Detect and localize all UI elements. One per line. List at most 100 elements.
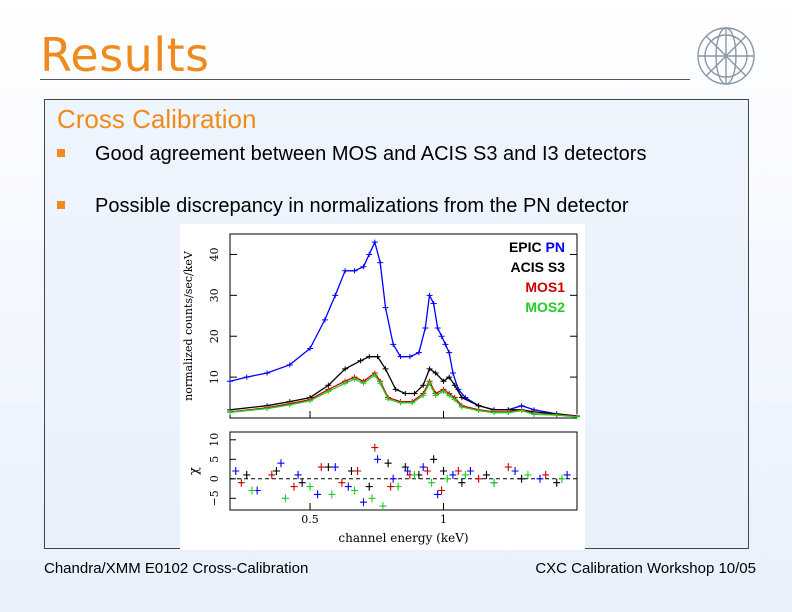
data-point [360,264,367,270]
residual-point [359,498,367,507]
residual-point [281,494,289,503]
residual-point [475,474,483,483]
y-tick-label: 5 [208,456,221,463]
residual-point [542,470,550,479]
data-point [446,374,453,380]
data-point [351,268,358,274]
residual-point [449,470,457,479]
residual-point [354,467,362,475]
data-point [409,400,416,406]
residual-point [368,494,376,503]
residual-point [410,470,418,479]
data-point [366,354,373,360]
data-point [390,341,397,347]
data-point [531,411,538,417]
residual-point [294,470,302,479]
data-point [321,317,328,323]
residual-point [314,490,322,499]
residual-point [443,474,451,483]
residual-point [317,463,325,472]
globe-logo-icon [697,27,755,85]
data-point [432,393,439,399]
legend-entry: EPIC PN [509,239,565,255]
data-point [385,396,392,402]
residual-point [248,486,256,495]
residual-point [438,486,446,495]
data-point [446,393,453,399]
data-point [351,376,358,382]
residual-point [454,467,462,475]
y-tick-label: 20 [208,329,221,343]
data-point [451,397,458,403]
residual-point [440,467,448,475]
data-point [434,325,441,331]
residual-point [237,478,245,487]
data-point [440,388,447,394]
residual-point [524,470,532,479]
residual-point [434,490,442,499]
residual-point [371,443,379,452]
y-tick-label: 0 [208,475,221,482]
data-point [430,301,437,307]
data-point [415,350,422,356]
y-tick-label: 30 [208,288,221,302]
residual-point [458,478,466,487]
legend-entry: MOS1 [525,279,565,295]
data-point [426,292,433,298]
residual-point [324,463,332,472]
residual-point [298,478,306,487]
residual-point [504,463,512,472]
data-point [371,372,378,378]
residual-point [389,474,397,483]
residual-point [344,482,352,491]
data-point [360,380,367,386]
data-point [264,406,271,412]
legend-entry: MOS2 [525,299,565,315]
residual-point [277,459,285,468]
data-point [574,414,580,420]
residual-point [387,482,395,491]
data-point [442,341,449,347]
data-point [402,390,409,396]
x-tick-label: 1 [440,513,447,526]
data-point [458,395,465,401]
data-point [286,362,293,368]
residual-point [379,502,387,511]
slide-title: Results [40,28,210,82]
section-heading: Cross Calibration [57,104,257,134]
data-point [264,370,271,376]
residual-point [518,474,526,483]
x-tick-label: 0.5 [301,513,319,526]
y-tick-label: 10 [208,370,221,384]
data-point [475,408,482,414]
data-point [342,268,349,274]
data-point [307,398,314,404]
y-tick-label: 40 [208,247,221,261]
data-point [342,380,349,386]
data-point [366,251,373,257]
data-point [432,370,439,376]
data-point [382,305,389,311]
residual-point [338,478,346,487]
data-point [449,370,456,376]
residual-point [243,470,251,479]
residual-point [553,478,561,487]
residual-point [419,463,427,472]
footer-left: Chandra/XMM E0102 Cross-Calibration [44,560,309,577]
residual-point [461,470,469,479]
data-point [377,260,384,266]
data-point [307,345,314,351]
residual-point [558,474,566,483]
residual-point [232,467,240,475]
data-point [397,400,404,406]
data-point [553,412,560,418]
residual-point [384,459,392,468]
residual-point [331,463,339,472]
residual-point [490,478,498,487]
data-point [243,374,250,380]
residual-point [351,486,359,495]
data-point [374,354,381,360]
legend-entry: ACIS S3 [511,259,566,275]
residual-point [290,482,298,491]
